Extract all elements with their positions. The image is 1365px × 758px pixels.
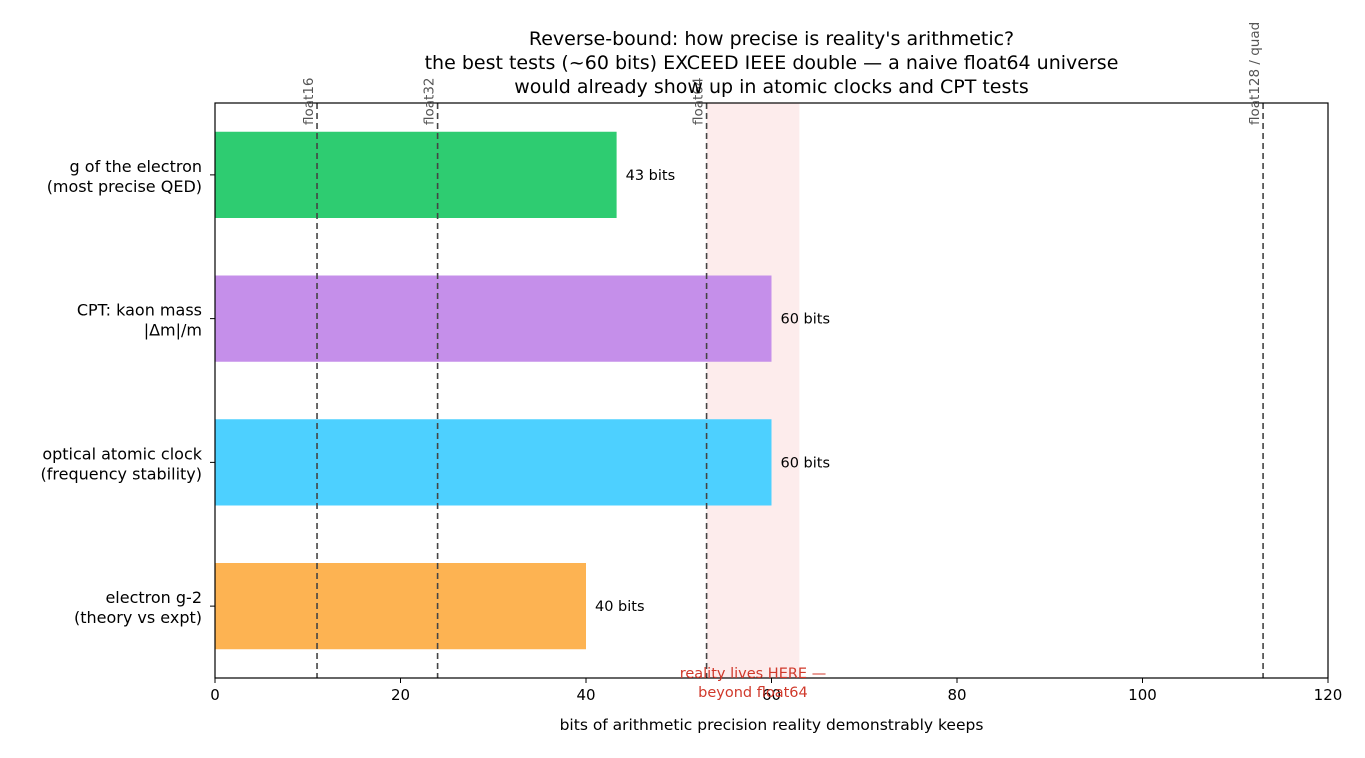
x-tick-label: 20: [391, 686, 410, 704]
reference-line-label: float16: [301, 77, 317, 125]
y-tick-label: optical atomic clock (frequency stability…: [41, 444, 203, 483]
bar-value-label: 43 bits: [626, 168, 676, 184]
reference-line-label: float32: [422, 77, 438, 125]
x-tick-label: 100: [1128, 686, 1157, 704]
float64-shaded-region: [706, 103, 800, 678]
bar-value-label: 40 bits: [595, 599, 645, 615]
bar: [215, 131, 617, 218]
shaded-region-annotation: reality lives HERE — beyond float64: [680, 666, 827, 701]
y-tick-label: electron g-2 (theory vs expt): [74, 588, 202, 627]
bar: [215, 275, 772, 362]
x-axis-label: bits of arithmetic precision reality dem…: [560, 716, 984, 734]
x-tick-label: 80: [947, 686, 966, 704]
x-tick-label: 60: [762, 686, 781, 704]
bar-value-label: 60 bits: [781, 312, 831, 328]
bar: [215, 419, 772, 506]
chart-title: Reverse-bound: how precise is reality's …: [425, 28, 1119, 98]
x-tick-label: 0: [210, 686, 220, 704]
x-tick-label: 40: [576, 686, 595, 704]
reference-line-label: float128 / quad: [1247, 22, 1263, 125]
bar-value-label: 60 bits: [781, 455, 831, 471]
bar: [215, 563, 586, 650]
reference-line-label: float64: [691, 77, 707, 125]
y-tick-label: CPT: kaon mass |Δm|/m: [77, 301, 202, 340]
x-tick-label: 120: [1314, 686, 1343, 704]
y-tick-label: g of the electron (most precise QED): [47, 157, 202, 196]
